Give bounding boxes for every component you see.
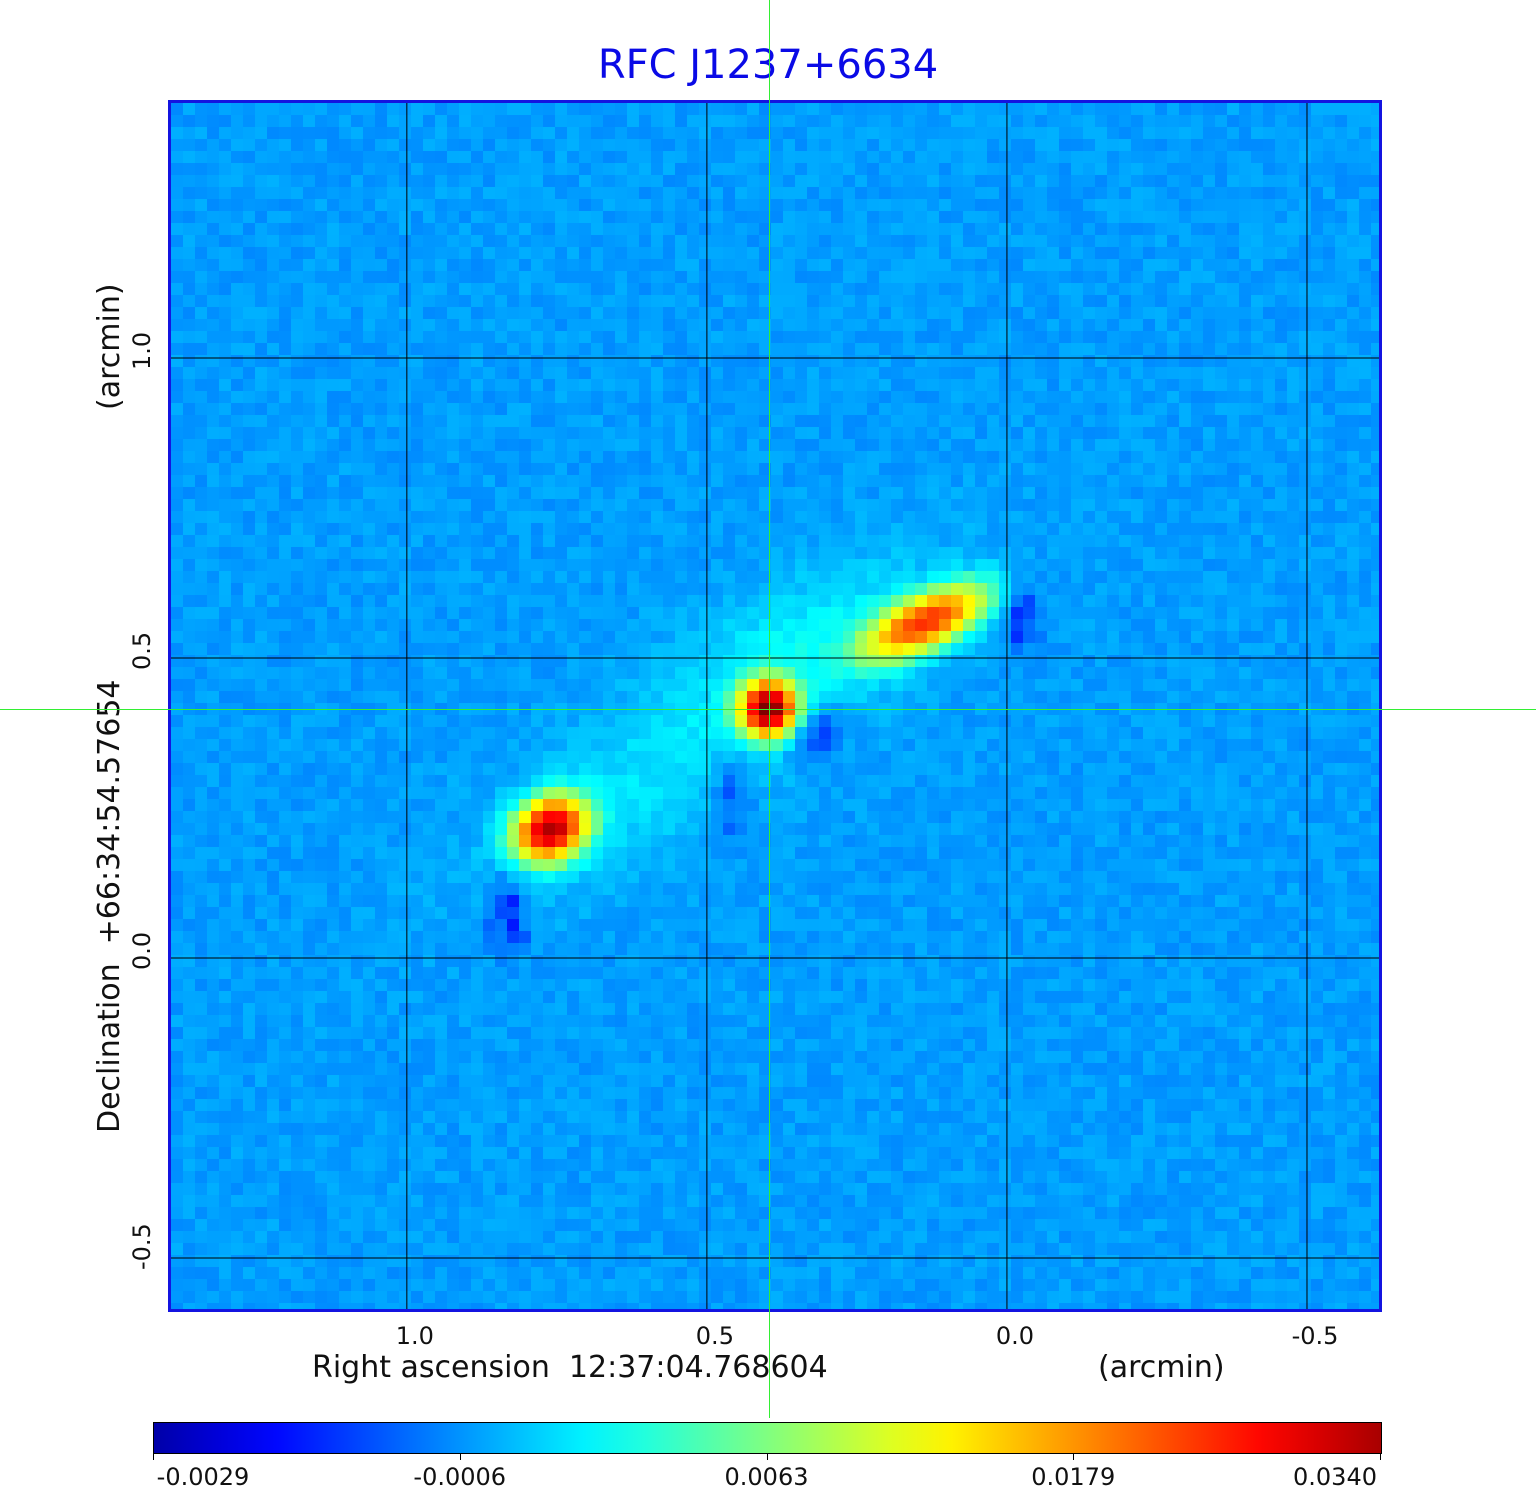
colorbar-tick xyxy=(459,1453,461,1460)
y-tick-label: 0.5 xyxy=(128,631,156,670)
colorbar-tick-label: 0.0063 xyxy=(724,1463,809,1491)
colorbar-tick xyxy=(1380,1453,1381,1460)
x-tick-label: 1.0 xyxy=(395,1322,434,1350)
y-axis-unit: (arcmin) xyxy=(92,283,127,410)
colorbar-tick xyxy=(153,1453,154,1460)
y-tick-label: 0.0 xyxy=(128,931,156,970)
radio-image-heatmap xyxy=(171,103,1379,1309)
y-tick-label: -0.5 xyxy=(128,1223,156,1270)
colorbar xyxy=(153,1422,1382,1454)
plot-area[interactable] xyxy=(168,100,1382,1312)
x-tick-label: 0.5 xyxy=(695,1322,734,1350)
colorbar-tick-label: -0.0006 xyxy=(413,1463,507,1491)
x-axis-unit: (arcmin) xyxy=(1098,1350,1225,1385)
y-tick-label: 1.0 xyxy=(128,331,156,370)
crosshair-horizontal xyxy=(0,709,1536,710)
colorbar-tick-label: 0.0179 xyxy=(1031,1463,1116,1491)
colorbar-tick-label: -0.0029 xyxy=(156,1463,250,1491)
x-tick-label: 0.0 xyxy=(995,1322,1035,1350)
colorbar-tick xyxy=(766,1453,768,1460)
grid-lines xyxy=(171,103,1379,1309)
colorbar-tick-label: 0.0340 xyxy=(1293,1463,1377,1491)
y-axis-label: Declination +66:34:54.57654 xyxy=(92,679,127,1133)
x-axis-label: Right ascension 12:37:04.768604 xyxy=(312,1350,828,1385)
x-tick-label: -0.5 xyxy=(1291,1322,1339,1350)
chart-title: RFC J1237+6634 xyxy=(597,42,939,88)
colorbar-tick xyxy=(1073,1453,1075,1460)
